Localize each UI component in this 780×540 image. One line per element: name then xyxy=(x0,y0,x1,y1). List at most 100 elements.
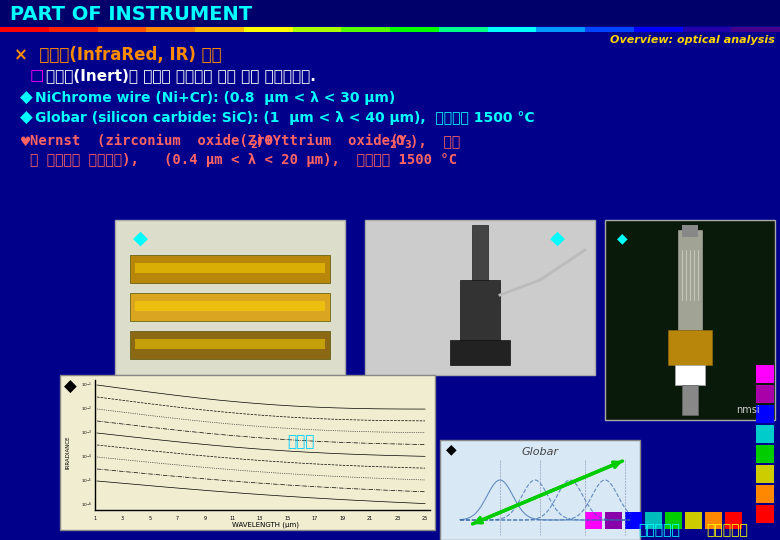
Bar xyxy=(98,27,147,32)
Text: 11: 11 xyxy=(229,516,236,521)
Bar xyxy=(725,512,742,529)
Text: 25: 25 xyxy=(422,516,428,521)
Bar xyxy=(756,445,774,463)
Bar xyxy=(756,405,774,423)
Text: ◆: ◆ xyxy=(446,442,456,456)
Bar xyxy=(705,512,722,529)
Text: Nernst  (zirconium  oxide(ZrO: Nernst (zirconium oxide(ZrO xyxy=(30,134,273,148)
Bar xyxy=(665,512,682,529)
Bar xyxy=(460,280,500,350)
Text: ◆: ◆ xyxy=(20,109,33,127)
Text: ◆: ◆ xyxy=(20,89,33,107)
Text: 15: 15 xyxy=(285,516,291,521)
Bar xyxy=(756,365,774,383)
Text: 9: 9 xyxy=(204,516,207,521)
Bar xyxy=(732,27,780,32)
Bar xyxy=(135,301,325,311)
Bar xyxy=(440,440,640,540)
Bar xyxy=(537,27,586,32)
Bar xyxy=(585,27,635,32)
Text: IRRADIANCE: IRRADIANCE xyxy=(66,435,70,469)
Text: 화학공학과: 화학공학과 xyxy=(706,523,748,537)
Text: PART OF INSTRUMENT: PART OF INSTRUMENT xyxy=(10,4,252,24)
Bar xyxy=(488,27,537,32)
Bar xyxy=(60,375,435,530)
Text: $10^{-5}$: $10^{-5}$ xyxy=(81,476,92,485)
Bar xyxy=(633,27,683,32)
Bar xyxy=(682,27,732,32)
Bar xyxy=(645,512,662,529)
Text: $10^{-6}$: $10^{-6}$ xyxy=(80,501,92,510)
Text: $10^{-4}$: $10^{-4}$ xyxy=(80,453,92,462)
Bar xyxy=(0,27,50,32)
Text: O: O xyxy=(395,134,403,148)
Bar xyxy=(625,512,642,529)
Bar xyxy=(756,425,774,443)
Bar xyxy=(115,220,345,375)
Text: 21: 21 xyxy=(367,516,373,521)
Bar xyxy=(130,293,330,321)
Bar xyxy=(682,385,698,415)
Text: WAVELENGTH (μm): WAVELENGTH (μm) xyxy=(232,522,299,528)
Text: 2: 2 xyxy=(389,140,395,150)
Bar xyxy=(365,220,595,375)
Text: 과 형광등의 형광물질),   (0.4 μm < λ < 20 μm),  가열온도 1500 °C: 과 형광등의 형광물질), (0.4 μm < λ < 20 μm), 가열온도… xyxy=(30,153,457,167)
Text: 7: 7 xyxy=(176,516,179,521)
Text: 불활성(Inert)의 고체를 가열하여 얻는 것이 일반적이다.: 불활성(Inert)의 고체를 가열하여 얻는 것이 일반적이다. xyxy=(46,69,316,84)
Bar xyxy=(130,331,330,359)
Text: 5: 5 xyxy=(148,516,151,521)
Bar xyxy=(756,505,774,523)
Bar xyxy=(685,512,702,529)
Bar xyxy=(668,330,712,365)
Bar xyxy=(605,512,622,529)
Text: 동아대학교: 동아대학교 xyxy=(638,523,680,537)
Bar xyxy=(390,27,440,32)
Text: ◆: ◆ xyxy=(617,231,628,245)
Text: )+Yttrium  oxide(Y: )+Yttrium oxide(Y xyxy=(256,134,406,148)
Bar xyxy=(678,230,702,330)
Text: ◆: ◆ xyxy=(133,228,148,247)
Text: ♥: ♥ xyxy=(20,137,31,150)
Bar xyxy=(130,255,330,283)
Text: 19: 19 xyxy=(339,516,346,521)
Bar xyxy=(675,365,705,385)
Text: ×  적외선(InfraRed, IR) 영역: × 적외선(InfraRed, IR) 영역 xyxy=(14,46,222,64)
Text: $10^{-3}$: $10^{-3}$ xyxy=(80,428,92,437)
Text: Overview: optical analysis: Overview: optical analysis xyxy=(610,35,775,45)
Bar xyxy=(135,339,325,349)
Text: ),  자석: ), 자석 xyxy=(410,134,460,148)
Bar xyxy=(682,225,698,237)
Text: 23: 23 xyxy=(395,516,401,521)
Text: 1: 1 xyxy=(94,516,97,521)
Bar xyxy=(756,385,774,403)
Bar xyxy=(48,27,98,32)
Bar xyxy=(243,27,293,32)
Bar xyxy=(342,27,391,32)
Text: 2: 2 xyxy=(250,140,257,150)
Text: 17: 17 xyxy=(312,516,318,521)
Bar xyxy=(292,27,342,32)
Text: 13: 13 xyxy=(257,516,263,521)
Bar xyxy=(195,27,245,32)
Text: $10^{-2}$: $10^{-2}$ xyxy=(81,404,92,414)
Bar xyxy=(605,220,775,420)
Text: Globar: Globar xyxy=(522,447,558,457)
Bar xyxy=(0,0,780,26)
Bar xyxy=(756,465,774,483)
Bar xyxy=(585,512,602,529)
Text: □: □ xyxy=(30,69,44,84)
Bar xyxy=(438,27,488,32)
Bar xyxy=(135,263,325,273)
Bar xyxy=(147,27,196,32)
Text: 3: 3 xyxy=(404,140,411,150)
Bar xyxy=(756,485,774,503)
Text: nmsi: nmsi xyxy=(736,405,760,415)
Bar xyxy=(450,340,510,365)
Text: ◆: ◆ xyxy=(550,228,565,247)
Text: 3: 3 xyxy=(121,516,124,521)
Text: $10^{-1}$: $10^{-1}$ xyxy=(80,380,92,390)
Text: NiChrome wire (Ni+Cr): (0.8  μm < λ < 30 μm): NiChrome wire (Ni+Cr): (0.8 μm < λ < 30 … xyxy=(35,91,395,105)
Text: ◆: ◆ xyxy=(64,378,76,396)
Text: Globar (silicon carbide: SiC): (1  μm < λ < 40 μm),  가열온도 1500 °C: Globar (silicon carbide: SiC): (1 μm < λ… xyxy=(35,111,534,125)
Bar xyxy=(472,225,488,285)
